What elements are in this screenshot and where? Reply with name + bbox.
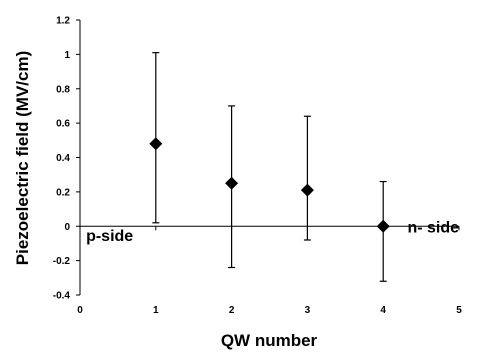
y-tick-label: 0.4 [56,153,70,164]
data-marks [149,53,389,282]
axes [80,20,459,295]
diamond-marker [377,220,390,233]
x-tick-label: 4 [380,305,386,316]
x-tick-label: 2 [229,305,235,316]
x-axis-ticks: 0 1 2 3 4 5 [77,226,462,316]
data-point [225,106,238,268]
y-tick-label: -0.2 [53,256,71,267]
y-tick-label: 0.6 [56,119,70,130]
data-point [301,116,314,240]
diamond-marker [149,137,162,150]
y-axis-title: Piezoelectric field (MV/cm) [13,51,32,265]
annotations: p-side n- side [86,219,459,245]
x-tick-label: 0 [77,305,83,316]
y-tick-label: -0.4 [53,291,71,302]
diamond-marker [301,184,314,197]
y-tick-label: 1 [64,50,70,61]
y-tick-label: 0.8 [56,84,70,95]
y-axis-ticks: -0.4 -0.2 0 0.2 0.4 0.6 0.8 1 1.2 [53,16,80,302]
y-tick-label: 0 [64,222,70,233]
x-tick-label: 3 [305,305,311,316]
y-tick-label: 0.2 [56,187,70,198]
annotation-n-side: n- side [407,219,459,236]
annotation-p-side: p-side [86,228,133,245]
data-point [149,53,162,223]
x-tick-label: 1 [153,305,159,316]
y-tick-label: 1.2 [56,16,70,27]
data-point [377,182,390,282]
diamond-marker [225,177,238,190]
x-axis-title: QW number [221,331,318,350]
x-tick-label: 5 [456,305,462,316]
